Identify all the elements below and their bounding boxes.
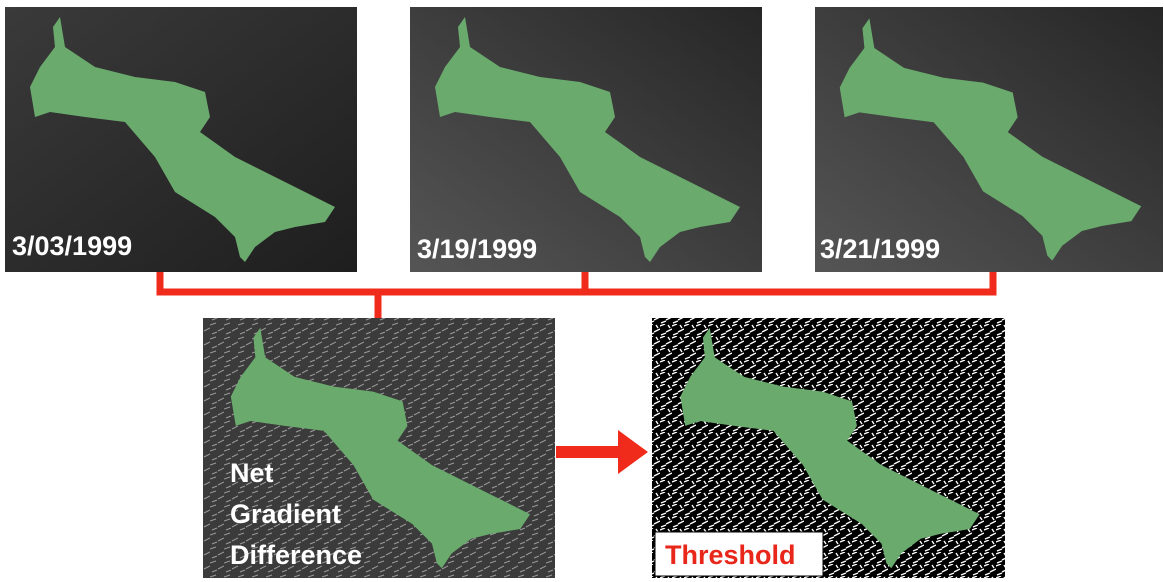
- date-label: 3/19/1999: [417, 234, 537, 264]
- diagram: 3/03/1999 3/19/1999 3/21/1999 Net Gradie…: [0, 0, 1164, 582]
- date-label: 3/03/1999: [12, 231, 132, 261]
- gradient-label: Net: [230, 458, 274, 488]
- threshold-label: Threshold: [665, 540, 796, 570]
- panel-2: 3/19/1999: [410, 7, 762, 272]
- connector: [160, 272, 993, 318]
- gradient-label: Gradient: [230, 499, 341, 529]
- gradient-label: Difference: [230, 540, 362, 570]
- panel-3: 3/21/1999: [815, 7, 1163, 272]
- panel-1: 3/03/1999: [5, 7, 357, 272]
- date-label: 3/21/1999: [820, 234, 940, 264]
- panel-gradient: Net Gradient Difference: [203, 318, 555, 578]
- page: 3/03/1999 3/19/1999 3/21/1999 Net Gradie…: [0, 0, 1164, 582]
- panel-threshold: Threshold: [652, 318, 1005, 578]
- arrow: [556, 430, 648, 474]
